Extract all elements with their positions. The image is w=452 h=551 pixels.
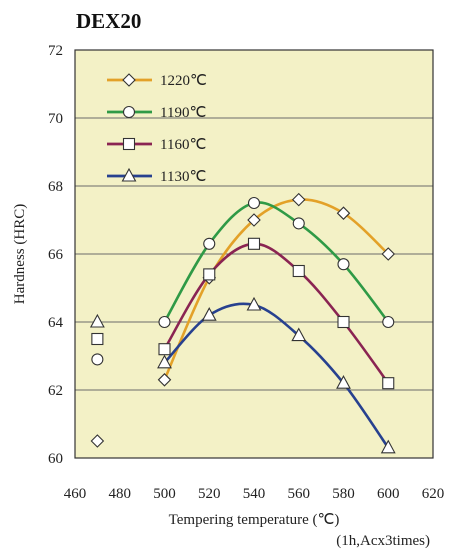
- data-point-1-2: [247, 196, 261, 210]
- data-point-1-5: [382, 315, 395, 329]
- x-tick-label-480: 480: [109, 486, 132, 502]
- x-axis-title: Tempering temperature (℃): [169, 512, 340, 528]
- x-axis-note: (1h,Acx3times): [336, 533, 430, 549]
- data-point-0-5: [381, 247, 396, 261]
- data-point-2-3: [292, 264, 305, 278]
- data-point-0-3: [291, 192, 306, 207]
- x-tick-label-520: 520: [198, 486, 221, 502]
- y-tick-label-68: 68: [48, 179, 63, 195]
- data-point-3-3: [291, 327, 307, 342]
- data-point-0-0: [157, 373, 172, 387]
- data-point-1-4: [337, 258, 350, 271]
- data-point-2-4: [337, 315, 350, 329]
- data-point-1-1: [203, 237, 216, 250]
- as-quenched-point-0: [90, 434, 105, 448]
- y-tick-label-72: 72: [48, 43, 63, 59]
- x-tick-label-600: 600: [377, 486, 400, 502]
- x-tick-label-500: 500: [153, 486, 176, 502]
- y-tick-label-62: 62: [48, 383, 63, 399]
- legend-label-1: 1190℃: [160, 105, 206, 121]
- as-quenched-point-1: [91, 353, 104, 366]
- legend-label-3: 1130℃: [160, 169, 206, 185]
- data-point-3-4: [336, 375, 351, 389]
- data-point-3-1: [201, 307, 217, 321]
- data-point-0-2: [247, 213, 261, 227]
- legend-marker-1: [122, 105, 136, 119]
- x-tick-label-620: 620: [422, 486, 445, 502]
- x-tick-label-540: 540: [243, 486, 266, 502]
- data-point-2-1: [203, 268, 216, 281]
- x-tick-label-560: 560: [288, 486, 311, 502]
- data-point-3-2: [246, 296, 262, 311]
- series-line-2: [163, 242, 390, 385]
- data-point-1-0: [158, 315, 171, 329]
- data-point-1-3: [292, 217, 305, 230]
- legend-marker-2: [122, 137, 136, 151]
- y-tick-label-66: 66: [48, 247, 64, 263]
- data-point-0-4: [336, 206, 351, 220]
- series-line-1: [163, 201, 390, 324]
- data-point-2-0: [158, 343, 171, 356]
- y-tick-label-60: 60: [48, 451, 63, 467]
- data-point-2-2: [247, 237, 261, 250]
- y-tick-label-64: 64: [48, 315, 64, 331]
- as-quenched-point-3: [89, 313, 105, 328]
- chart-title: DEX20: [76, 9, 141, 33]
- legend-marker-0: [122, 73, 136, 87]
- data-point-3-5: [380, 439, 396, 454]
- legend-marker-3: [121, 167, 137, 182]
- x-tick-label-460: 460: [64, 486, 87, 502]
- y-axis-title: Hardness (HRC): [12, 204, 28, 304]
- series-markers: [89, 192, 396, 454]
- legend: 1220℃ 1190℃ 1160℃ 1130℃: [107, 73, 207, 185]
- y-tick-label-70: 70: [48, 111, 63, 127]
- as-quenched-point-2: [91, 332, 104, 346]
- x-axis-ticks: 460 480 500 520 540 560 580 600 620: [64, 486, 445, 502]
- data-point-3-0: [157, 354, 172, 369]
- legend-label-0: 1220℃: [160, 73, 207, 89]
- data-point-2-5: [382, 377, 395, 390]
- plot-frame: [74, 49, 434, 459]
- y-axis-ticks: 60 62 64 66 68 70 72: [48, 43, 64, 467]
- legend-label-2: 1160℃: [160, 137, 206, 153]
- x-tick-label-580: 580: [332, 486, 355, 502]
